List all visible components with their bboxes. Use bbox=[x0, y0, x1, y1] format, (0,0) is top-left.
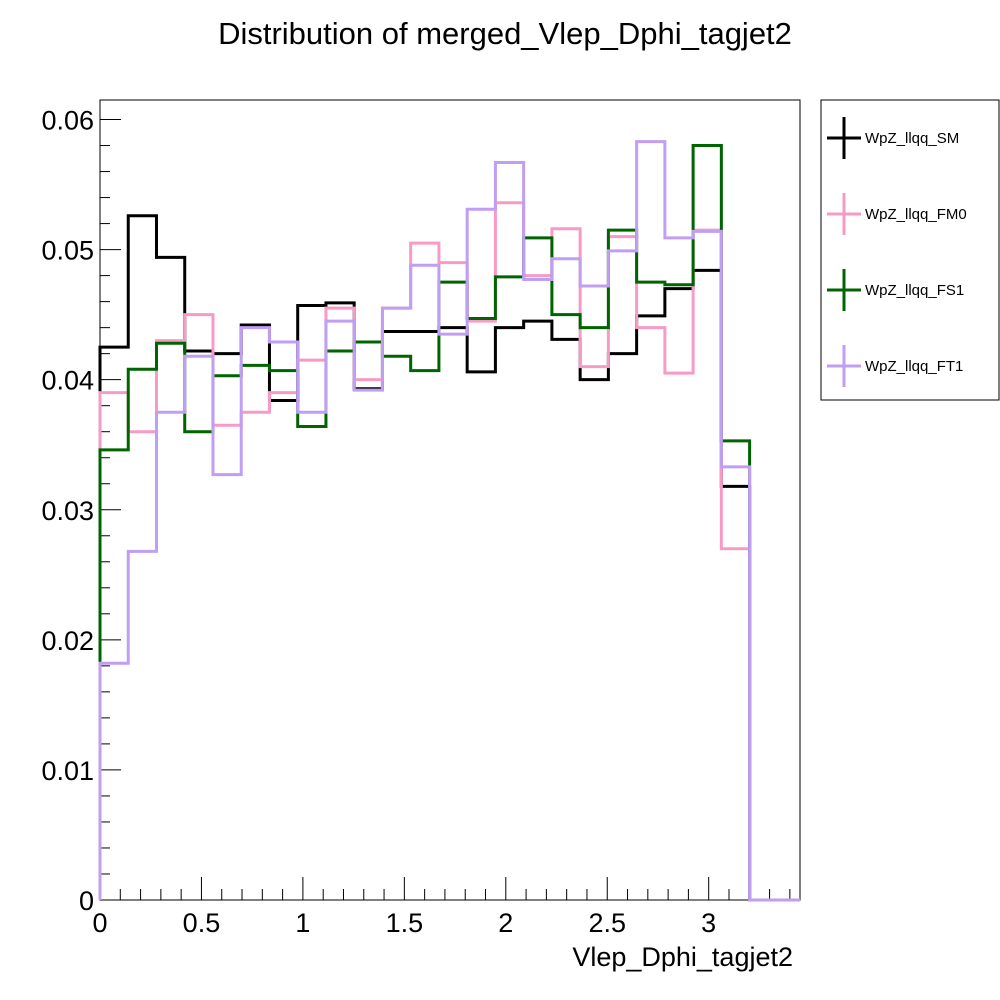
legend-entry: WpZ_llqq_FT1 bbox=[827, 345, 963, 387]
legend-entry: WpZ_llqq_FM0 bbox=[827, 193, 967, 235]
x-axis-title: Vlep_Dphi_tagjet2 bbox=[572, 942, 793, 972]
x-tick-label: 2.5 bbox=[588, 908, 626, 938]
y-axis: 0 0.01 0.02 0.03 0.04 0.05 0.06 bbox=[41, 106, 121, 916]
legend: WpZ_llqq_SM WpZ_llqq_FM0 WpZ_llqq_FS1 WpZ_l… bbox=[820, 99, 1000, 401]
y-tick-label: 0.05 bbox=[41, 236, 94, 266]
x-tick-label: 0.5 bbox=[183, 908, 221, 938]
y-tick-label: 0 bbox=[79, 886, 94, 916]
legend-label: WpZ_llqq_FM0 bbox=[865, 206, 967, 223]
y-tick-label: 0.06 bbox=[41, 106, 94, 136]
x-tick-label: 1 bbox=[295, 908, 310, 938]
legend-label: WpZ_llqq_FS1 bbox=[865, 282, 964, 299]
x-axis: 0 0.5 1 1.5 2 2.5 3 bbox=[92, 877, 791, 938]
x-tick-label: 2 bbox=[498, 908, 513, 938]
y-tick-label: 0.03 bbox=[41, 496, 94, 526]
legend-label: WpZ_llqq_SM bbox=[865, 130, 959, 147]
series-line-WpZ_llqq_FT1 bbox=[98, 140, 800, 902]
series-line-WpZ_llqq_FM0 bbox=[98, 201, 800, 902]
y-tick-label: 0.01 bbox=[41, 756, 94, 786]
x-tick-label: 1.5 bbox=[386, 908, 424, 938]
legend-box bbox=[820, 99, 1000, 401]
y-tick-label: 0.02 bbox=[41, 626, 94, 656]
series-layer bbox=[98, 140, 800, 902]
legend-entry: WpZ_llqq_FS1 bbox=[827, 269, 964, 311]
legend-label: WpZ_llqq_FT1 bbox=[865, 358, 963, 375]
y-tick-label: 0.04 bbox=[41, 366, 94, 396]
x-tick-label: 3 bbox=[701, 908, 716, 938]
legend-entry: WpZ_llqq_SM bbox=[827, 117, 959, 159]
x-tick-label: 0 bbox=[92, 908, 107, 938]
chart-title: Distribution of merged_Vlep_Dphi_tagjet2 bbox=[218, 16, 792, 51]
